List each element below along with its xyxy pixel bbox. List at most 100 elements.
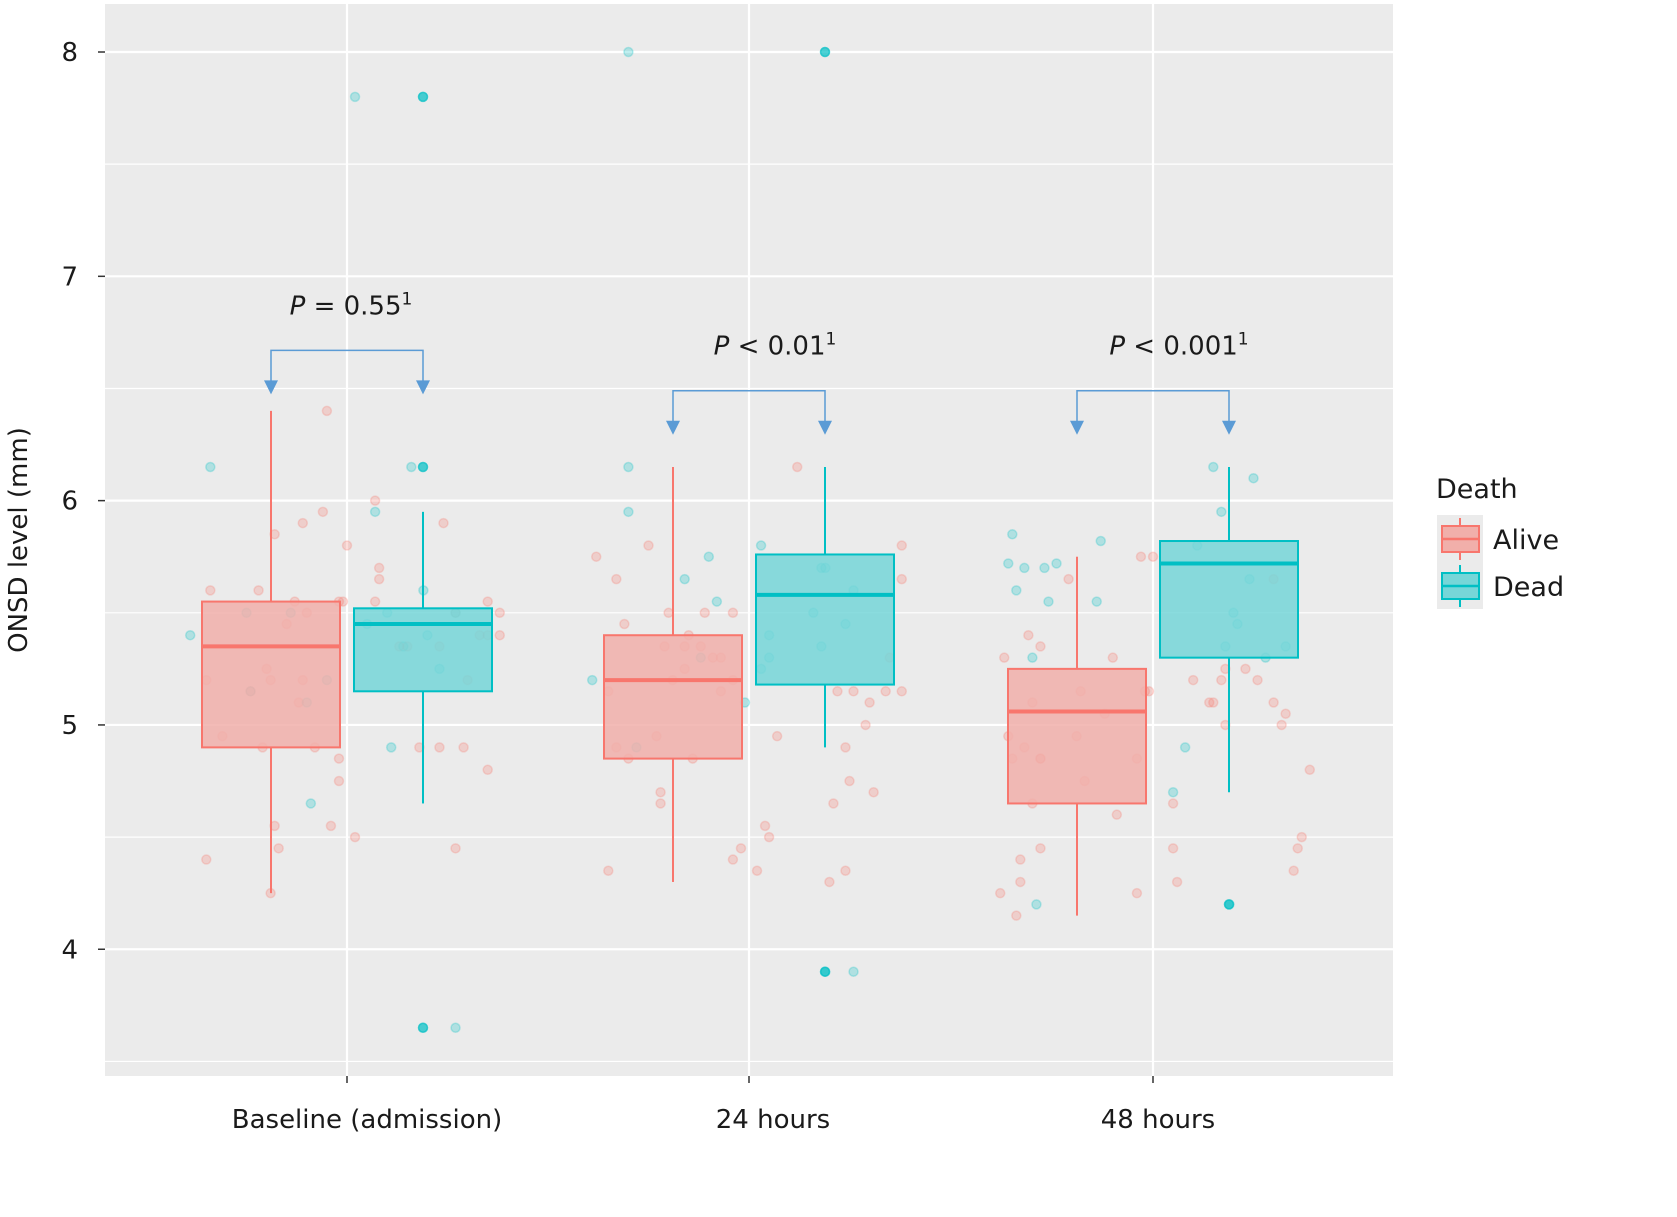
jitter-point-alive bbox=[1296, 831, 1307, 843]
jitter-point-alive bbox=[297, 517, 309, 529]
jitter-point-dead bbox=[1043, 596, 1054, 607]
bracket-line bbox=[672, 389, 826, 425]
jitter-point-alive bbox=[1135, 551, 1147, 562]
box-iqr bbox=[1159, 540, 1299, 659]
jitter-point-alive bbox=[735, 843, 747, 854]
x-axis: Baseline (admission) 24 hours 48 hours bbox=[232, 1076, 1215, 1135]
jitter-point-alive bbox=[458, 742, 469, 753]
jitter-point-alive bbox=[791, 461, 803, 473]
jitter-point-alive bbox=[349, 831, 361, 843]
jitter-point-alive bbox=[603, 865, 614, 877]
jitter-point-alive bbox=[880, 686, 891, 697]
jitter-point-alive bbox=[253, 585, 264, 596]
jitter-point-alive bbox=[273, 843, 284, 854]
jitter-point-alive bbox=[611, 573, 622, 585]
jitter-point-dead bbox=[450, 1022, 461, 1034]
jitter-point-alive bbox=[655, 786, 666, 798]
box-alive bbox=[1007, 556, 1147, 916]
outlier-point bbox=[417, 461, 429, 473]
jitter-point-alive bbox=[341, 540, 353, 551]
p-superscript: 1 bbox=[1238, 330, 1249, 350]
arrow-head-left-icon bbox=[264, 380, 278, 395]
box-alive bbox=[201, 410, 341, 894]
jitter-point-alive bbox=[1240, 663, 1251, 675]
jitter-point-alive bbox=[751, 865, 763, 877]
jitter-point-alive bbox=[1147, 551, 1159, 562]
jitter-point-alive bbox=[1111, 809, 1123, 820]
jitter-point-alive bbox=[1304, 764, 1316, 776]
outlier-point bbox=[417, 1022, 429, 1034]
jitter-point-alive bbox=[1035, 843, 1046, 854]
comparison-bracket: P < 0.0011 bbox=[1070, 330, 1249, 435]
jitter-point-dead bbox=[1216, 506, 1227, 518]
p-operator-value: < 0.001 bbox=[1125, 332, 1238, 362]
outlier-points bbox=[417, 46, 1235, 1034]
jitter-point-dead bbox=[305, 798, 317, 809]
boxes bbox=[201, 410, 1299, 916]
jitter-point-alive bbox=[1167, 798, 1179, 809]
jitter-point-alive bbox=[1280, 708, 1291, 719]
jitter-point-alive bbox=[868, 786, 879, 798]
p-value-label: P = 0.551 bbox=[290, 289, 413, 321]
jitter-point-dead bbox=[755, 540, 767, 551]
comparison-bracket: P = 0.551 bbox=[264, 289, 430, 395]
p-symbol: P bbox=[1109, 332, 1125, 362]
jitter-point-alive bbox=[590, 551, 602, 562]
jitter-point-dead bbox=[1095, 535, 1106, 547]
legend-label: Dead bbox=[1493, 572, 1564, 603]
jitter-point-dead bbox=[1248, 472, 1259, 484]
arrow-head-right-icon bbox=[818, 420, 832, 435]
jitter-point-alive bbox=[325, 820, 337, 832]
jitter-point-alive bbox=[1015, 876, 1026, 888]
p-operator-value: = 0.55 bbox=[305, 291, 401, 321]
jitter-point-alive bbox=[438, 517, 449, 529]
jitter-point-alive bbox=[1023, 629, 1034, 641]
box-dead bbox=[353, 511, 493, 804]
jitter-point-alive bbox=[1268, 697, 1279, 708]
y-axis-title: ONSD level (mm) bbox=[4, 427, 34, 653]
jitter-point-alive bbox=[1015, 854, 1026, 865]
jitter-point-alive bbox=[1107, 652, 1119, 663]
jitter-point-alive bbox=[1204, 697, 1215, 708]
outlier-point bbox=[417, 91, 429, 103]
jitter-point-dead bbox=[1019, 562, 1030, 574]
jitter-point-alive bbox=[321, 405, 333, 417]
jitter-point-dead bbox=[1039, 562, 1050, 574]
jitter-point-dead bbox=[623, 46, 634, 58]
legend: Death Alive Dead bbox=[1436, 474, 1564, 609]
jitter-point-alive bbox=[896, 573, 908, 585]
jitter-point-alive bbox=[1288, 865, 1299, 877]
jitter-point-alive bbox=[828, 798, 839, 809]
p-symbol: P bbox=[714, 332, 730, 362]
box-dead bbox=[755, 466, 895, 748]
p-superscript: 1 bbox=[826, 330, 837, 350]
jitter-point-dead bbox=[1003, 558, 1014, 569]
jitter-point-dead bbox=[205, 461, 216, 473]
jitter-point-alive bbox=[450, 843, 461, 854]
jitter-point-alive bbox=[201, 854, 212, 865]
jitter-point-alive bbox=[727, 854, 739, 865]
legend-title: Death bbox=[1436, 474, 1518, 505]
jitter-point-alive bbox=[1208, 697, 1219, 708]
p-symbol: P bbox=[290, 291, 306, 321]
jitter-point-alive bbox=[1276, 719, 1287, 731]
jitter-point-alive bbox=[494, 629, 506, 641]
jitter-point-dead bbox=[1051, 558, 1062, 569]
y-tick-label: 7 bbox=[61, 262, 78, 292]
jitter-point-dead bbox=[406, 461, 417, 473]
outlier-point bbox=[819, 966, 831, 977]
legend-entry-dead: Dead bbox=[1441, 565, 1564, 607]
bracket-line bbox=[270, 349, 424, 385]
outlier-point bbox=[1223, 899, 1235, 910]
jitter-point-dead bbox=[703, 551, 715, 562]
jitter-point-dead bbox=[1091, 596, 1102, 607]
grid-major bbox=[105, 4, 1393, 1076]
box-iqr bbox=[201, 600, 341, 749]
jitter-point-dead bbox=[1167, 786, 1179, 798]
jitter-point-dead bbox=[848, 966, 859, 977]
jitter-point-alive bbox=[1167, 843, 1179, 854]
jitter-point-alive bbox=[333, 753, 345, 764]
legend-label: Alive bbox=[1493, 525, 1559, 556]
jitter-point-dead bbox=[385, 742, 397, 753]
